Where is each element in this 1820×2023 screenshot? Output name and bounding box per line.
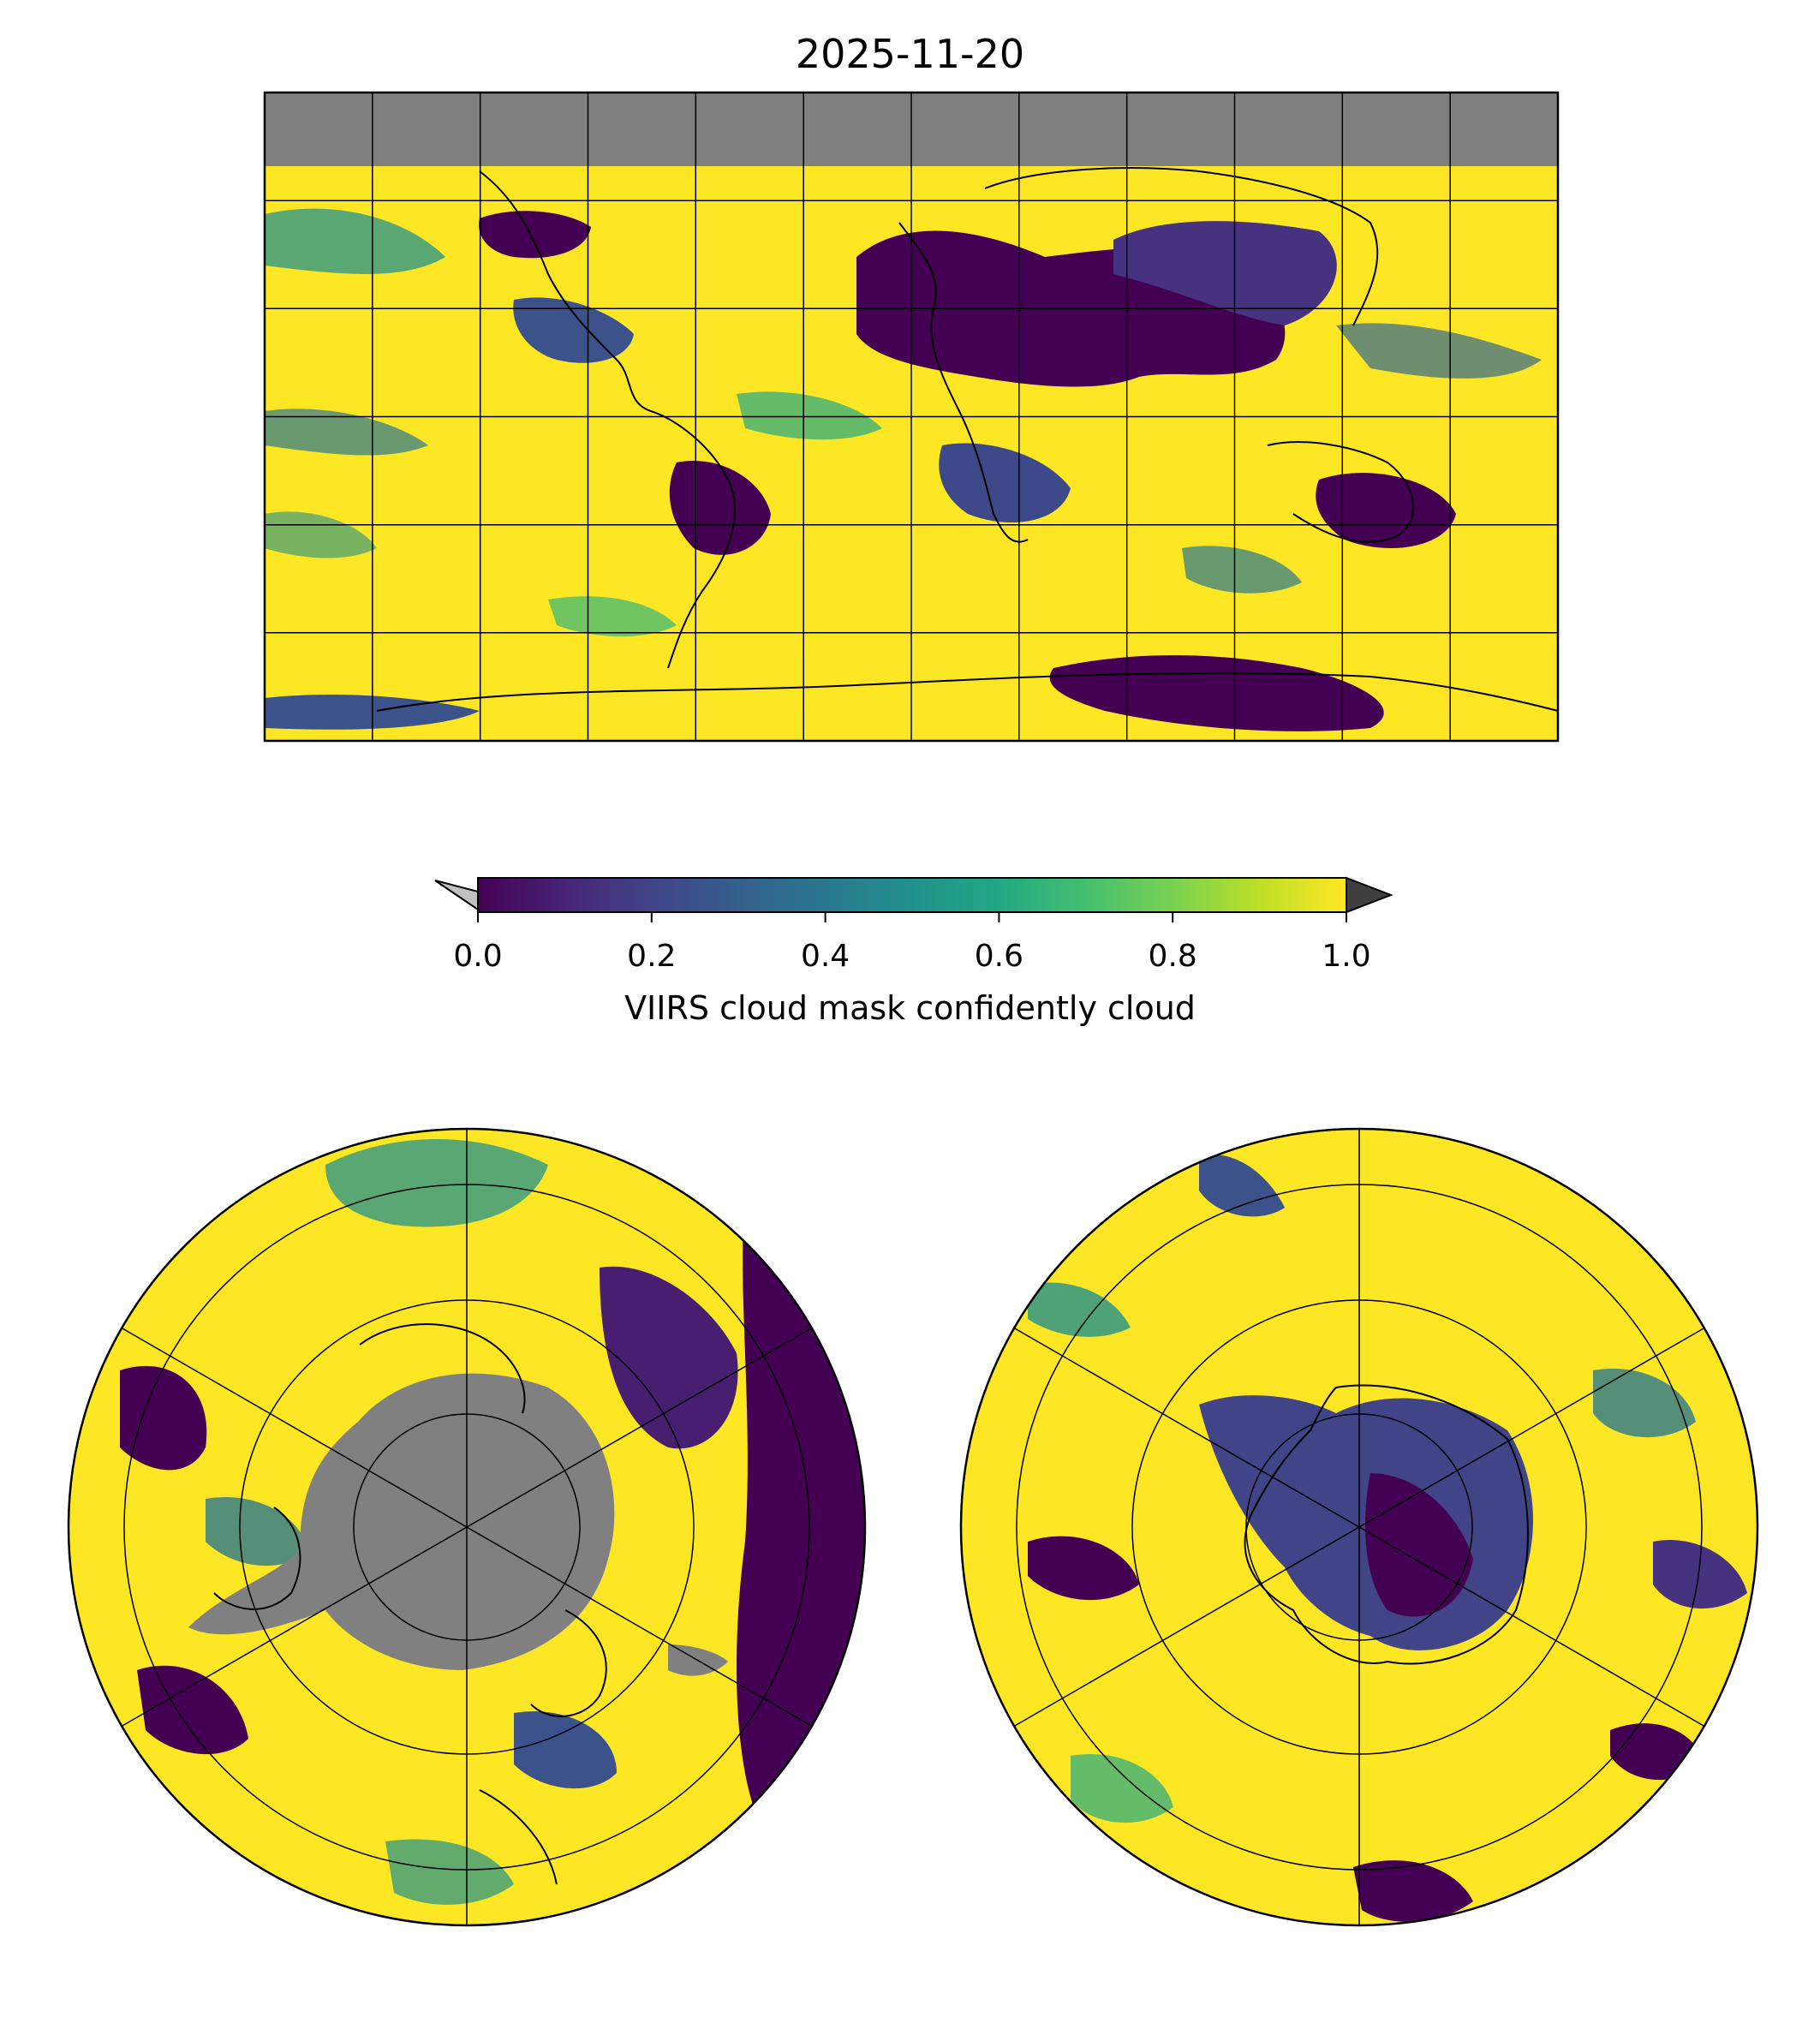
colorbar-under-triangle [434, 880, 479, 911]
colorbar-tick-label: 0.8 [1148, 939, 1197, 974]
colorbar-tick-label: 0.2 [627, 939, 677, 974]
colorbar [434, 876, 1393, 922]
colorbar-over-triangle [1346, 876, 1393, 914]
north-polar-map-frame [67, 1127, 867, 1927]
global-map [265, 92, 1558, 741]
global-map-frame [263, 91, 1560, 743]
south-polar-map-frame [959, 1127, 1759, 1927]
north-polar-map [69, 1129, 865, 1925]
figure-title: 2025-11-20 [795, 31, 1025, 77]
colorbar-gradient [477, 877, 1347, 913]
colorbar-tick-label: 0.4 [800, 939, 850, 974]
colorbar-tick-label: 0.0 [453, 939, 503, 974]
colorbar-label: VIIRS cloud mask confidently cloud [624, 989, 1196, 1027]
colorbar-tick-label: 0.6 [974, 939, 1024, 974]
south-polar-map [961, 1129, 1757, 1925]
colorbar-tick-label: 1.0 [1322, 939, 1371, 974]
